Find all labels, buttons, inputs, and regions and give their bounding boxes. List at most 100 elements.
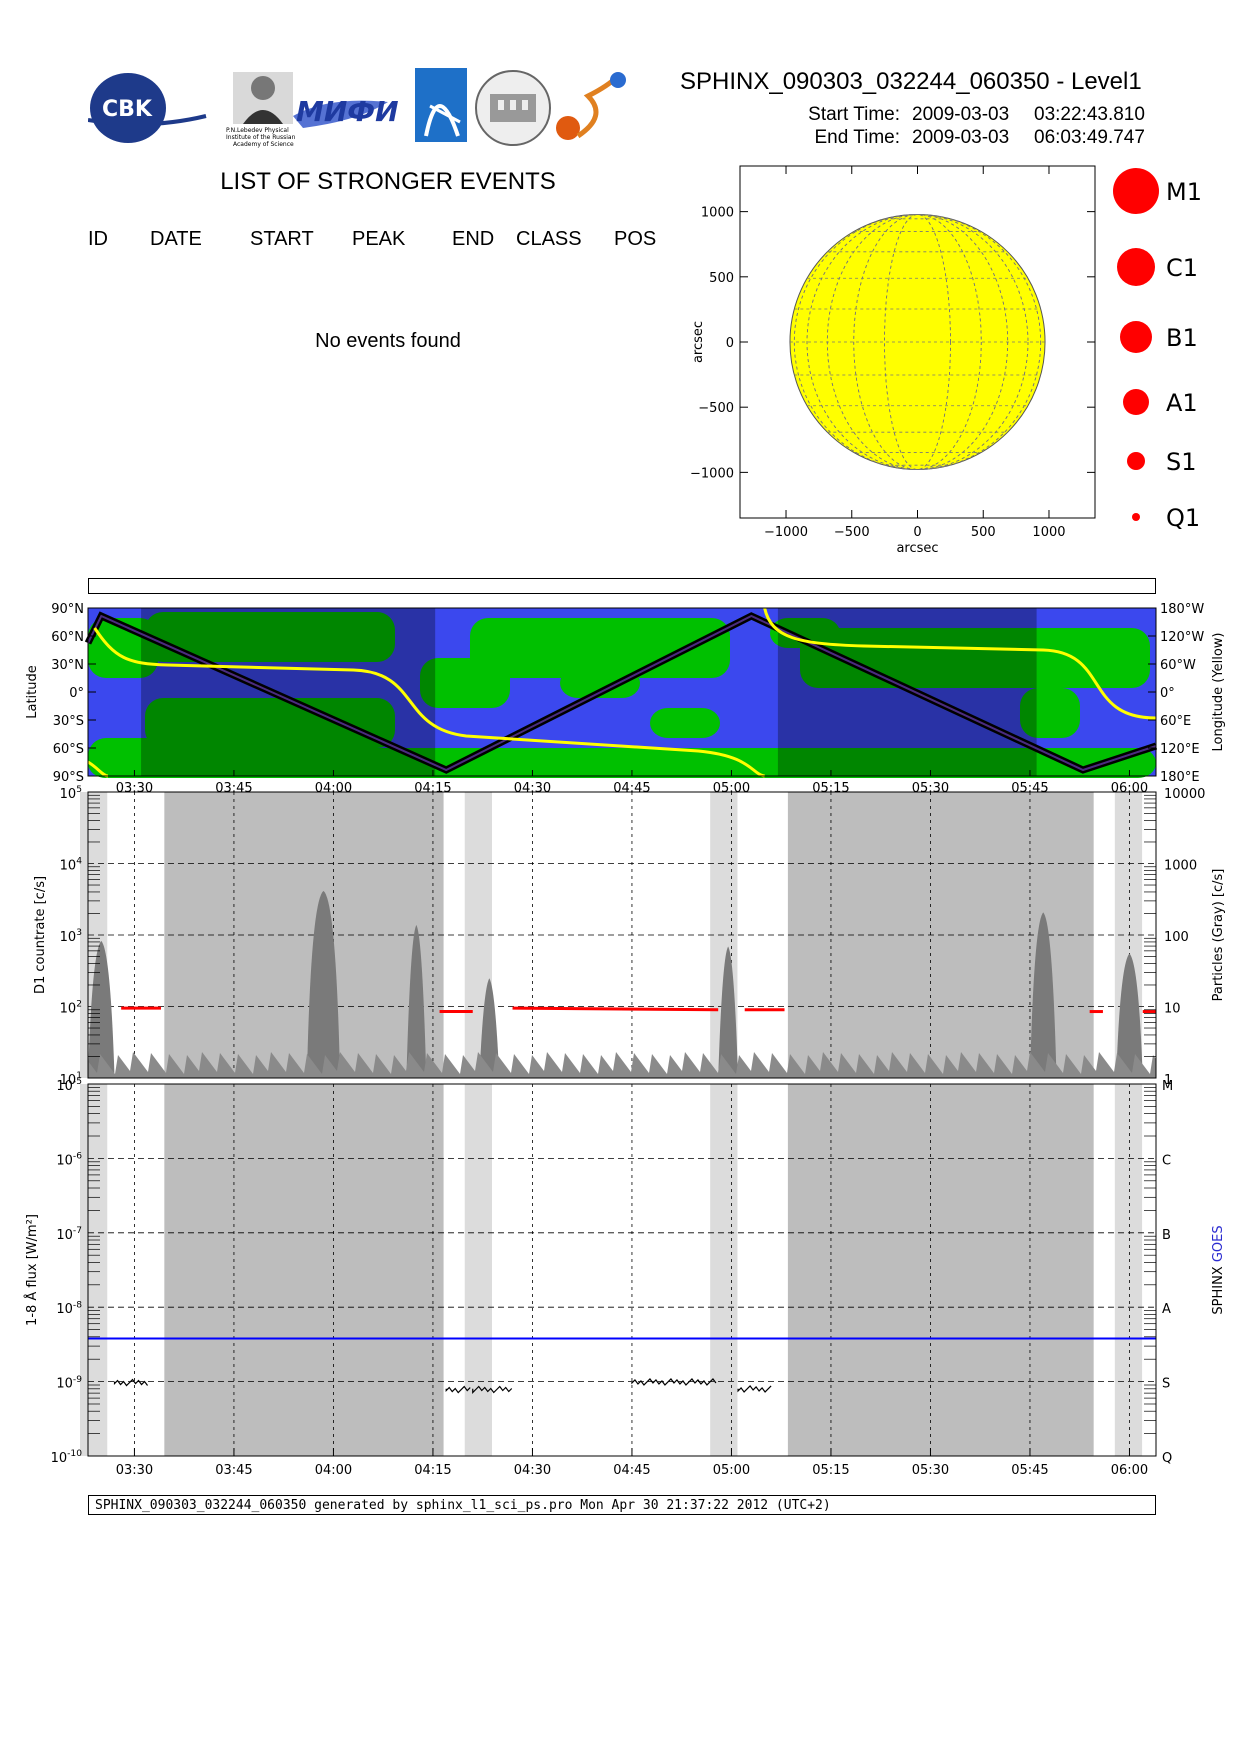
cbk-logo: CBK (88, 73, 207, 143)
longitude-tick-label: 60°W (1160, 658, 1196, 673)
land-region (420, 658, 510, 708)
longitude-tick-label: 0° (1160, 686, 1175, 701)
longitude-line (806, 214, 1029, 470)
legend-label-m1: M1 (1166, 178, 1202, 206)
sphinx-flux-segment (113, 1378, 149, 1387)
column-peak: PEAK (352, 228, 406, 250)
report-title: SPHINX_090303_032244_060350 - Level1 (680, 68, 1142, 95)
time-series-panels: 90°N 60°N 30°N 0° 30°S 60°S 90°S 180°W 120°W 60°W… (24, 602, 1226, 1478)
longitude-tick-label: 60°E (1160, 714, 1191, 729)
particle-tick-label: 10000 (1164, 787, 1205, 802)
particle-tick-label: 1 (1164, 1073, 1172, 1088)
mifi-logo: МИФИ (293, 95, 399, 128)
sun-disk-chart: −1000 −500 0 500 1000 1000 500 0 −500 −1000 arcsec… (690, 165, 1096, 556)
land-region (770, 618, 840, 648)
svg-text:Academy of Science: Academy of Science (233, 141, 294, 148)
latitude-axis-label: Latitude (25, 665, 40, 719)
time-tick-label: 03:30 (116, 1463, 153, 1478)
land-region (145, 612, 395, 662)
latitude-tick-label: 30°S (53, 714, 84, 729)
lebedev-portrait-logo: P.N.Lebedev Physical Institute of the Ru… (226, 72, 296, 148)
x-tick-label: −500 (834, 525, 870, 540)
eclipse-band (164, 1084, 444, 1456)
seal-logo (475, 70, 551, 146)
svg-text:CBK: CBK (102, 97, 153, 122)
column-pos: POS (614, 228, 657, 250)
goes-class-label: B (1162, 1228, 1171, 1243)
latitude-tick-label: 90°N (51, 602, 84, 617)
column-start: START (250, 228, 314, 250)
goes-class-label: S (1162, 1377, 1170, 1392)
flux-tick-label: 10-8 (56, 1300, 82, 1317)
land-region (1020, 688, 1080, 738)
light-band (710, 1084, 738, 1456)
legend-label-q1: Q1 (1166, 504, 1200, 532)
start-date: 2009-03-03 (912, 104, 1010, 125)
light-band (80, 1084, 108, 1456)
sphinx-flux-segment (737, 1385, 772, 1393)
countrate-frame (87, 791, 1157, 1079)
particle-burst (718, 946, 739, 1078)
goes-class-label: M (1162, 1079, 1173, 1094)
column-end: END (452, 228, 495, 250)
flux-tick-label: 10-10 (51, 1449, 83, 1466)
svg-text:P.N.Lebedev Physical: P.N.Lebedev Physical (226, 127, 289, 134)
time-tick-label: 04:45 (613, 1463, 650, 1478)
legend-label-b1: B1 (1166, 324, 1198, 352)
end-date: 2009-03-03 (912, 127, 1010, 148)
particle-noise (88, 1052, 1156, 1078)
latitude-tick-label: 60°S (53, 742, 84, 757)
arch-logo (415, 68, 467, 142)
time-tick-label: 04:00 (315, 1463, 352, 1478)
latitude-tick-label: 90°S (53, 770, 84, 785)
latitude-tick-label: 60°N (51, 630, 84, 645)
land-region (88, 738, 348, 778)
legend-marker-c1 (1117, 248, 1155, 286)
longitude-tick-label: 120°W (1160, 630, 1204, 645)
x-tick-label: 500 (971, 525, 996, 540)
time-tick-label: 03:45 (215, 1463, 252, 1478)
countrate-tick-label: 104 (60, 857, 83, 874)
y-tick-label: 500 (709, 271, 734, 286)
legend-marker-a1 (1123, 389, 1149, 415)
x-tick-label: 0 (913, 525, 921, 540)
countrate-tick-label: 101 (60, 1071, 82, 1088)
y-tick-label: 0 (726, 336, 734, 351)
light-band (1114, 1084, 1143, 1456)
sphinx-flux-segment (445, 1385, 471, 1394)
x-axis-label: arcsec (896, 541, 938, 556)
countrate-tick-label: 105 (60, 785, 82, 802)
x-tick-label: 1000 (1032, 525, 1065, 540)
particle-burst (406, 925, 427, 1078)
time-tick-label: 04:30 (514, 1463, 551, 1478)
footer-caption: SPHINX_090303_032244_060350 generated by… (88, 1495, 1156, 1515)
status-bar (88, 578, 1156, 594)
sphinx-flux-segment (631, 1378, 717, 1386)
land-region (88, 748, 1156, 778)
x-tick-label: −1000 (764, 525, 808, 540)
particle-burst (1116, 953, 1143, 1078)
column-date: DATE (150, 228, 202, 250)
legend-label-c1: C1 (1166, 254, 1198, 282)
longitude-tick-label: 180°E (1160, 770, 1200, 785)
end-time: 06:03:49.747 (1034, 127, 1145, 148)
light-band (464, 1084, 493, 1456)
flux-frame (87, 1083, 1157, 1457)
latitude-tick-label: 0° (69, 686, 84, 701)
countrate-axis-label: D1 countrate [c/s] (33, 876, 48, 994)
longitude-axis-label: Longitude (Yellow) (1211, 633, 1226, 752)
longitude-line (793, 214, 1042, 470)
y-axis-label: arcsec (691, 321, 706, 363)
land-region (800, 628, 1150, 688)
latitude-tick-label: 30°N (51, 658, 84, 673)
time-tick-label: 05:15 (812, 1463, 849, 1478)
eclipse-band (787, 1084, 1094, 1456)
y-tick-label: −1000 (690, 466, 734, 481)
logo-strip: CBK P.N.Lebedev Physical Institute of th… (88, 68, 626, 148)
particle-tick-label: 100 (1164, 930, 1189, 945)
land-region (145, 698, 395, 748)
goes-class-label: Q (1162, 1451, 1172, 1466)
end-time-label: End Time: (814, 127, 900, 148)
legend-marker-s1 (1127, 452, 1145, 470)
particles-axis-label: Particles (Gray) [c/s] (1211, 869, 1226, 1002)
